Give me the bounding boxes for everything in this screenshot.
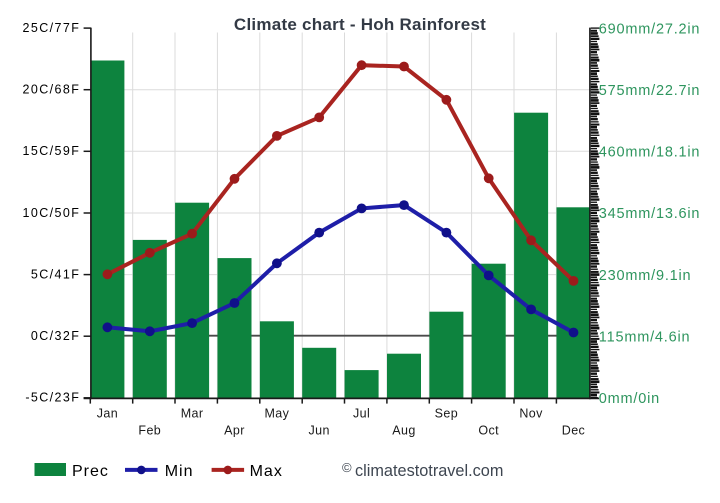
svg-text:Nov: Nov xyxy=(519,407,543,421)
svg-text:Dec: Dec xyxy=(562,423,585,437)
svg-text:Climate chart - Hoh Rainforest: Climate chart - Hoh Rainforest xyxy=(234,15,486,34)
svg-text:Max: Max xyxy=(250,463,283,480)
svg-text:Mar: Mar xyxy=(181,407,204,421)
svg-text:Aug: Aug xyxy=(392,423,415,437)
svg-text:345mm/13.6in: 345mm/13.6in xyxy=(599,206,701,222)
svg-text:20C/68F: 20C/68F xyxy=(23,83,81,97)
svg-text:©: © xyxy=(342,460,352,475)
svg-text:-5C/23F: -5C/23F xyxy=(25,391,80,405)
svg-text:15C/59F: 15C/59F xyxy=(23,144,81,158)
svg-text:Prec: Prec xyxy=(72,463,109,480)
svg-text:Jul: Jul xyxy=(353,407,370,421)
svg-text:10C/50F: 10C/50F xyxy=(23,206,81,220)
svg-text:25C/77F: 25C/77F xyxy=(23,21,81,35)
svg-text:0C/32F: 0C/32F xyxy=(31,329,80,343)
svg-text:May: May xyxy=(264,407,289,421)
svg-text:climatestotravel.com: climatestotravel.com xyxy=(355,462,503,480)
svg-text:Jan: Jan xyxy=(97,407,118,421)
svg-text:5C/41F: 5C/41F xyxy=(31,267,80,281)
svg-text:230mm/9.1in: 230mm/9.1in xyxy=(599,268,692,284)
svg-text:Sep: Sep xyxy=(435,407,458,421)
svg-text:Feb: Feb xyxy=(138,423,161,437)
svg-text:Oct: Oct xyxy=(478,423,499,437)
svg-text:575mm/22.7in: 575mm/22.7in xyxy=(599,83,701,99)
svg-text:Apr: Apr xyxy=(224,423,245,437)
svg-text:690mm/27.2in: 690mm/27.2in xyxy=(599,21,701,37)
svg-text:0mm/0in: 0mm/0in xyxy=(599,391,660,407)
svg-text:Jun: Jun xyxy=(309,423,330,437)
svg-text:460mm/18.1in: 460mm/18.1in xyxy=(599,145,701,161)
svg-text:115mm/4.6in: 115mm/4.6in xyxy=(599,329,691,345)
svg-text:Min: Min xyxy=(165,463,194,480)
